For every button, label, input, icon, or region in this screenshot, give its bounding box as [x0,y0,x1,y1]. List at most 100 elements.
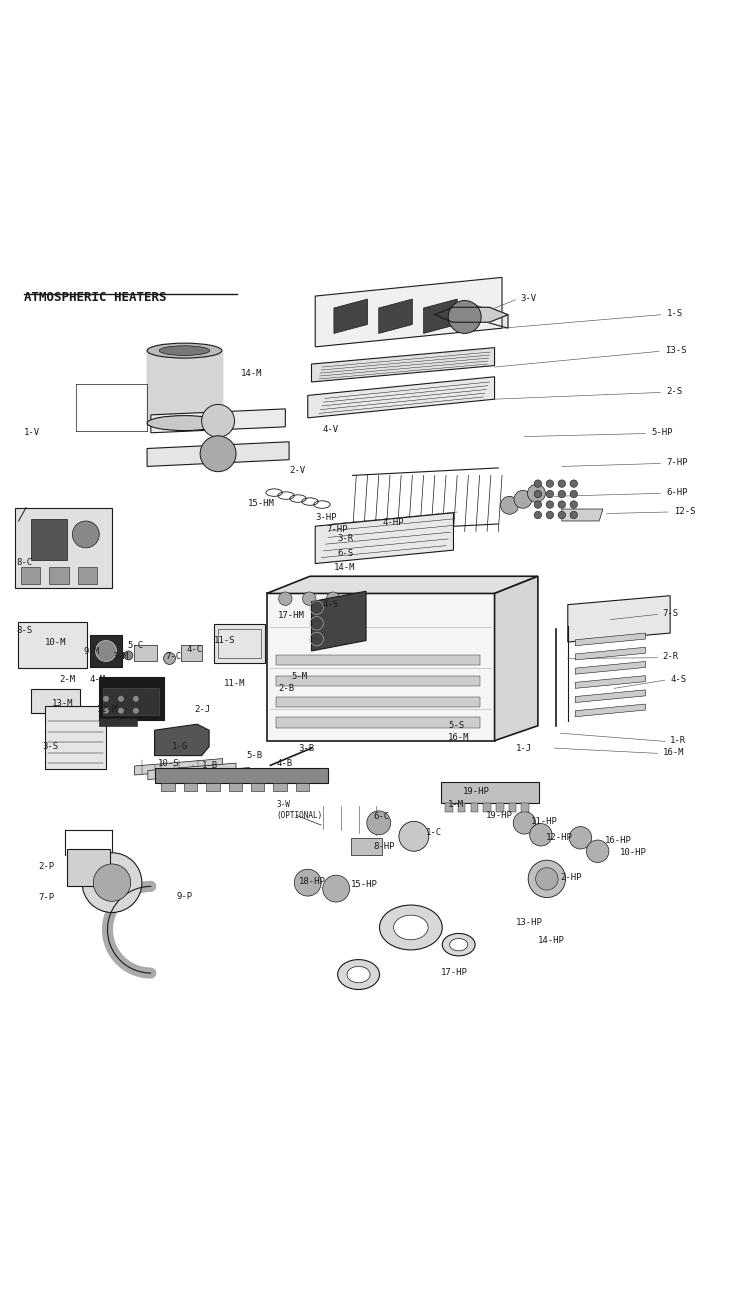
Circle shape [534,512,542,518]
Bar [229,782,242,791]
Circle shape [513,812,535,834]
Circle shape [558,501,566,508]
Text: 2-B: 2-B [278,683,294,692]
Bar [218,629,262,659]
Polygon shape [435,304,508,329]
Circle shape [530,824,552,846]
Text: 1-R: 1-R [670,737,686,746]
Polygon shape [334,299,368,334]
Text: 7-HP: 7-HP [326,525,348,534]
Polygon shape [147,442,289,466]
Text: 2-J: 2-J [194,705,210,713]
Bar [296,782,309,791]
Circle shape [500,496,518,514]
Bar [18,622,86,668]
Text: 19-HP: 19-HP [464,787,490,796]
Bar [276,655,479,665]
Bar [509,803,516,812]
Text: 8-S: 8-S [16,626,32,635]
Text: 4-S: 4-S [670,675,686,683]
Text: 7-S: 7-S [663,609,679,618]
Text: I2-S: I2-S [674,507,695,516]
Polygon shape [435,308,508,322]
Bar [276,717,479,727]
Polygon shape [575,704,646,717]
Polygon shape [315,513,454,564]
Circle shape [534,479,542,487]
Text: 5-S: 5-S [448,721,464,730]
Text: 2-R: 2-R [663,652,679,661]
Polygon shape [575,690,646,703]
Ellipse shape [394,914,428,939]
Bar [274,782,286,791]
Text: 1-B: 1-B [202,761,217,770]
Circle shape [514,490,532,508]
Bar [214,624,266,662]
Circle shape [118,708,124,713]
Bar [521,803,529,812]
Bar [77,568,97,583]
Ellipse shape [442,934,476,956]
Bar [68,850,110,886]
Circle shape [558,512,566,518]
Bar [458,803,466,812]
Text: 13-M: 13-M [53,699,74,708]
Bar [21,568,40,583]
Bar [184,782,197,791]
Text: 3-M: 3-M [112,652,128,661]
Circle shape [546,479,554,487]
Polygon shape [315,278,502,347]
Text: 1-J: 1-J [515,743,532,752]
Bar [471,803,478,812]
Text: 3-B: 3-B [298,743,315,752]
Polygon shape [308,377,494,418]
Bar [496,803,503,812]
Text: 14-M: 14-M [334,562,356,572]
Text: 1-V: 1-V [24,429,40,438]
Ellipse shape [347,966,370,983]
Polygon shape [379,299,412,334]
Polygon shape [424,299,458,334]
Bar [154,768,328,782]
Bar [15,508,112,588]
Circle shape [302,592,316,605]
Text: 16-M: 16-M [663,748,684,757]
Bar [50,568,69,583]
Text: 3-HP: 3-HP [315,513,337,522]
Circle shape [367,811,391,835]
Bar [98,718,137,726]
Text: 12-M: 12-M [97,705,118,713]
Text: 1-M: 1-M [448,800,464,809]
Circle shape [448,300,481,334]
Text: 5-M: 5-M [291,672,308,681]
Text: 7-P: 7-P [39,894,55,902]
Circle shape [326,592,340,605]
Polygon shape [311,348,494,382]
Circle shape [200,435,236,472]
Text: 4-B: 4-B [276,759,292,768]
Circle shape [103,696,109,701]
Text: 3-R: 3-R [338,534,354,543]
Text: 9-M: 9-M [83,647,100,656]
Polygon shape [575,633,646,646]
Text: 5-C: 5-C [127,642,143,651]
Text: ATMOSPHERIC HEATERS: ATMOSPHERIC HEATERS [24,291,166,304]
Text: 10-S: 10-S [158,759,180,768]
Circle shape [133,708,139,713]
Bar [251,782,265,791]
Bar [161,782,175,791]
Circle shape [399,821,429,851]
Circle shape [72,521,99,548]
Text: 15-HP: 15-HP [351,881,378,890]
Text: 19-HP: 19-HP [485,811,512,820]
Circle shape [546,501,554,508]
Circle shape [570,490,578,498]
Text: 1-S: 1-S [667,309,682,318]
Text: 6-HP: 6-HP [667,488,688,498]
Polygon shape [134,759,223,776]
Text: 2-S: 2-S [667,387,682,396]
Text: 11-HP: 11-HP [530,817,557,826]
Bar [276,675,479,686]
Circle shape [322,876,350,902]
Polygon shape [575,647,646,660]
